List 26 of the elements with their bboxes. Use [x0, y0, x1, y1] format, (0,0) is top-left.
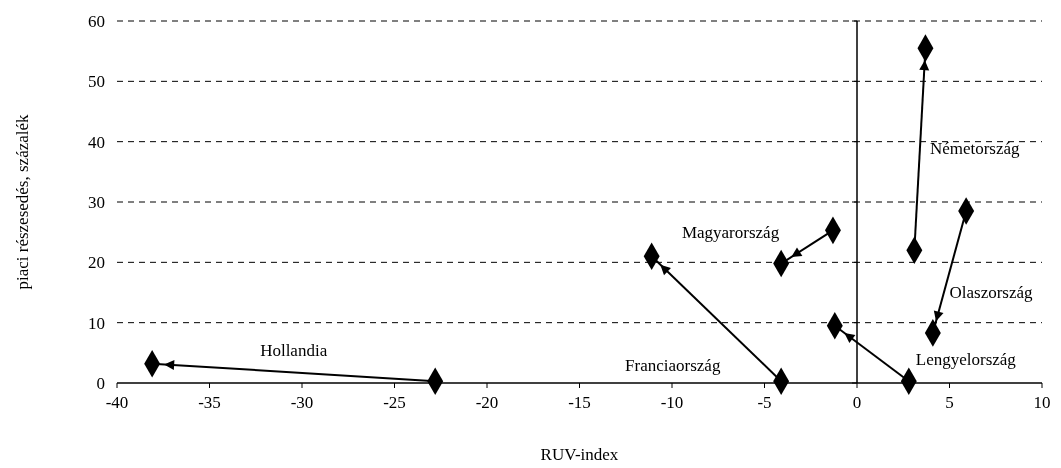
y-tick-label: 50 [88, 72, 105, 92]
x-tick-label: -20 [475, 393, 499, 412]
y-tick-label: 20 [88, 253, 105, 273]
series-label: Franciaország [625, 355, 721, 375]
series-label: Olaszország [949, 282, 1034, 302]
x-tick-label: -15 [568, 393, 591, 412]
series-label: Magyarország [681, 222, 780, 242]
x-axis-title: RUV-index [540, 445, 619, 464]
x-tick-label: -5 [757, 393, 772, 412]
y-tick-label: 0 [96, 374, 105, 393]
series-label: Németország [929, 139, 1021, 159]
x-tick-label: -30 [290, 393, 314, 412]
x-tick-label: -35 [198, 393, 221, 412]
x-tick-label: -40 [105, 393, 129, 412]
x-tick-label: -25 [383, 393, 406, 412]
x-tick-label: -10 [660, 393, 684, 412]
y-axis-title: piaci részesedés, százalék [13, 113, 32, 290]
x-tick-label: 10 [1033, 393, 1051, 412]
x-tick-label: 0 [852, 393, 862, 412]
y-tick-label: 40 [88, 132, 105, 152]
y-tick-label: 60 [88, 12, 105, 31]
series-label: Hollandia [260, 341, 328, 361]
series-label: Lengyelország [915, 350, 1017, 370]
y-tick-label: 10 [88, 313, 105, 333]
x-tick-label: 5 [945, 393, 954, 412]
y-tick-label: 30 [88, 193, 105, 212]
